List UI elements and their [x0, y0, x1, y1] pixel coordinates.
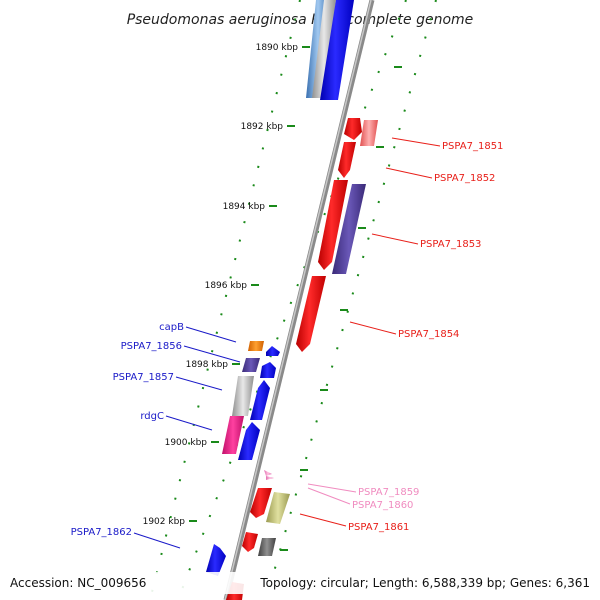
gene-label-pspa7-1860: PSPA7_1860	[352, 500, 413, 511]
gene-label-pspa7-1854: PSPA7_1854	[398, 329, 459, 340]
gene-pspa7-1859[interactable]: PSPA7_1859	[264, 470, 419, 498]
gene-rdgc[interactable]: rdgC	[140, 411, 260, 460]
tick-label-1892: 1892 kbp	[241, 122, 284, 132]
gene-top-gray[interactable]	[312, 0, 336, 98]
gene-capb[interactable]: capB	[159, 322, 280, 356]
gene-label-pspa7-1861: PSPA7_1861	[348, 522, 409, 533]
gene-pspa7-1857[interactable]: PSPA7_1857	[113, 372, 270, 420]
gene-label-pspa7-1856: PSPA7_1856	[121, 341, 182, 352]
gene-label-pspa7-1862: PSPA7_1862	[71, 527, 132, 538]
accession-text: Accession: NC_009656	[10, 576, 146, 590]
tick-label-1894: 1894 kbp	[223, 202, 266, 212]
gene-top-blue[interactable]	[320, 0, 354, 100]
gene-red-1902[interactable]	[242, 532, 258, 552]
gene-darkgray-1902[interactable]	[258, 538, 276, 556]
gene-label-capb: capB	[159, 322, 184, 333]
tick-1902: 1902 kbp	[143, 517, 197, 527]
gene-label-pspa7-1859: PSPA7_1859	[358, 487, 419, 498]
gene-label-pspa7-1857: PSPA7_1857	[113, 372, 174, 383]
gene-pspa7-1852[interactable]: PSPA7_1852	[338, 142, 495, 184]
topology-text: Topology: circular; Length: 6,588,339 bp…	[259, 576, 590, 590]
gene-label-pspa7-1851: PSPA7_1851	[442, 141, 503, 152]
gene-pspa7-1862[interactable]: PSPA7_1862	[71, 527, 226, 576]
footer-backdrop	[0, 572, 600, 594]
genome-backbone	[223, 0, 375, 600]
gene-label-pspa7-1853: PSPA7_1853	[420, 239, 481, 250]
tick-1890: 1890 kbp	[256, 43, 310, 53]
gene-pspa7-1856[interactable]: PSPA7_1856	[121, 341, 276, 378]
gene-pspa7-1861[interactable]: PSPA7_1861	[250, 488, 409, 533]
tick-label-1896: 1896 kbp	[205, 281, 248, 291]
tick-label-1898: 1898 kbp	[186, 360, 229, 370]
tick-label-1890: 1890 kbp	[256, 43, 299, 53]
genome-backbone-highlight	[224, 0, 372, 600]
tick-label-1900: 1900 kbp	[165, 438, 208, 448]
gene-pspa7-1854[interactable]: PSPA7_1854	[296, 276, 459, 352]
gene-pspa7-1853[interactable]: PSPA7_1853	[318, 180, 481, 274]
tick-1896: 1896 kbp	[205, 281, 259, 291]
tick-1900: 1900 kbp	[165, 438, 219, 448]
right-track-ticks	[280, 66, 402, 551]
tick-1898: 1898 kbp	[186, 360, 240, 370]
tick-1892: 1892 kbp	[241, 122, 295, 132]
gene-pspa7-1851[interactable]: PSPA7_1851	[344, 118, 503, 152]
tick-label-1902: 1902 kbp	[143, 517, 186, 527]
gene-pspa7-1860[interactable]: PSPA7_1860	[266, 476, 413, 511]
tick-1894: 1894 kbp	[223, 202, 277, 212]
map-title: Pseudomonas aeruginosa PA7, complete gen…	[127, 12, 474, 28]
gene-label-pspa7-1852: PSPA7_1852	[434, 173, 495, 184]
gene-label-rdgc: rdgC	[140, 411, 164, 422]
